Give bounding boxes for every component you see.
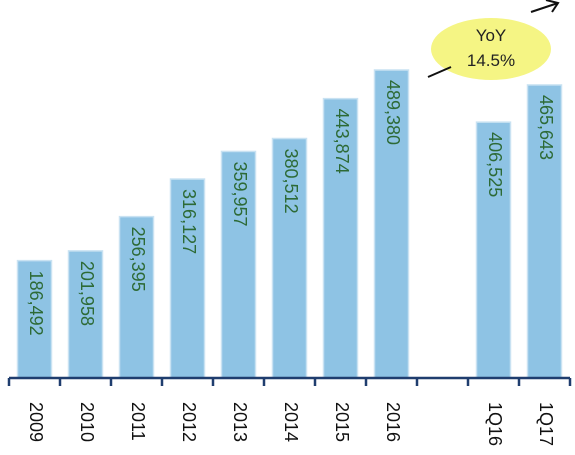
yoy-value: 14.5% (467, 51, 515, 70)
value-label-2015: 443,874 (332, 109, 352, 174)
growth-arrow-right (530, 0, 560, 13)
category-label-2011: 2011 (128, 402, 148, 441)
bar-1q17 (526, 84, 563, 379)
category-label-2010: 2010 (77, 402, 97, 442)
value-label-1q16: 406,525 (485, 132, 505, 197)
yoy-callout: YoY 14.5% (431, 18, 551, 80)
yoy-callout-bubble (431, 18, 551, 80)
x-axis (7, 376, 572, 386)
bar-2009 (16, 259, 53, 379)
bar-2016 (373, 69, 410, 379)
value-label-2016: 489,380 (383, 80, 403, 145)
value-label-1q17: 465,643 (536, 95, 556, 160)
bar-2010 (67, 250, 104, 379)
value-label-2011: 256,395 (128, 227, 148, 292)
category-label-1q16: 1Q16 (485, 402, 505, 446)
bar-2014 (271, 137, 308, 379)
category-labels: 2009 2010 2011 2012 2013 2014 2015 2016 1Q16 1Q17 (26, 402, 556, 446)
bar-2012 (169, 178, 206, 379)
value-label-2010: 201,958 (77, 261, 97, 326)
value-label-2012: 316,127 (179, 189, 199, 254)
yoy-label: YoY (476, 26, 507, 45)
value-label-2013: 359,957 (230, 161, 250, 226)
category-label-2012: 2012 (179, 402, 199, 442)
value-label-2014: 380,512 (281, 149, 301, 214)
value-label-2009: 186,492 (26, 271, 46, 336)
bars-group: 186,492 201,958 256,395 316,127 359,957 380,5… (16, 69, 563, 379)
category-label-2009: 2009 (26, 402, 46, 442)
category-label-2014: 2014 (281, 402, 301, 442)
growth-arrow-left (427, 66, 452, 78)
category-label-2016: 2016 (383, 402, 403, 442)
category-label-2013: 2013 (230, 402, 250, 442)
category-label-2015: 2015 (332, 402, 352, 442)
category-label-1q17: 1Q17 (536, 402, 556, 446)
